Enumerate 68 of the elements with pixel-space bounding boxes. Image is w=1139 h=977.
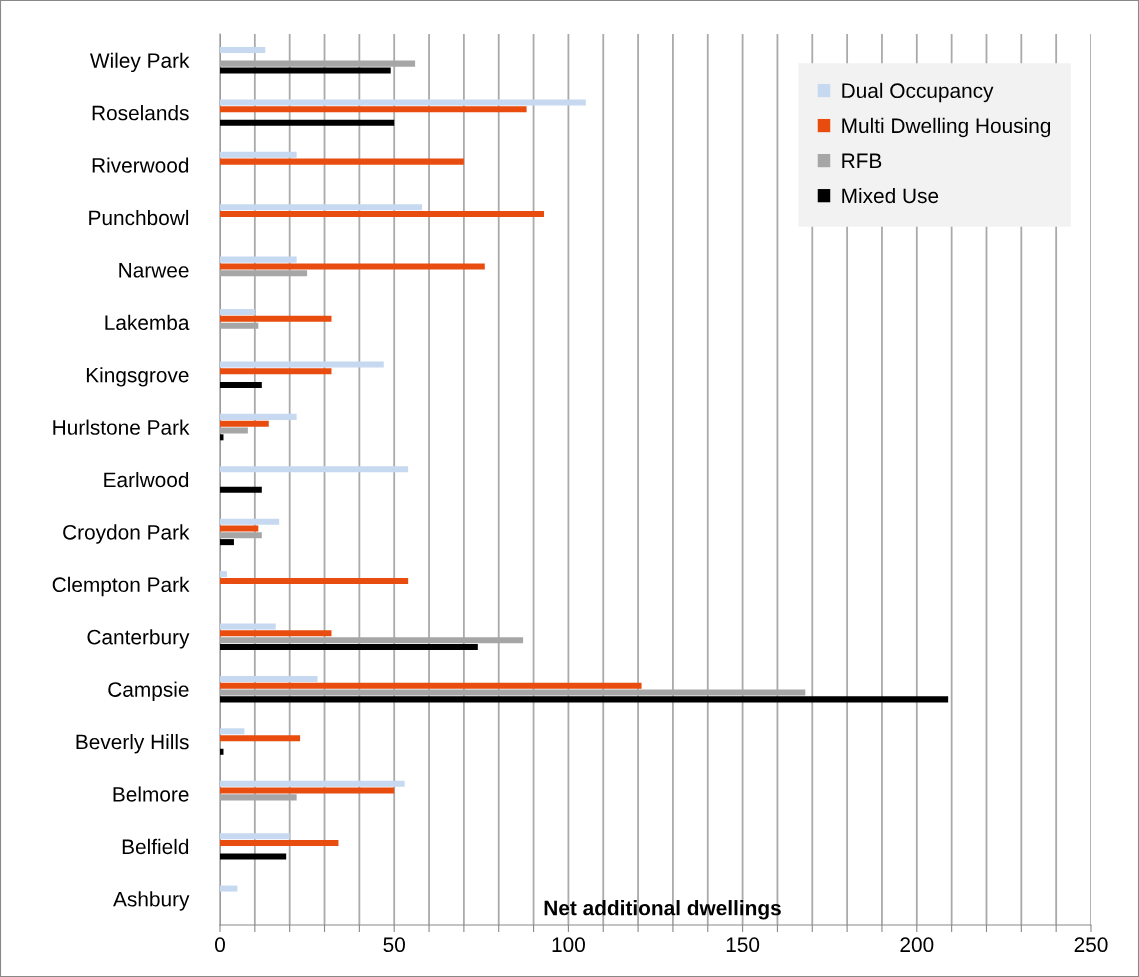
bar: [220, 420, 269, 427]
legend-label: Dual Occupancy: [842, 82, 994, 103]
x-tick-label: 200: [900, 937, 934, 953]
y-tick-label: Clempton Park: [52, 576, 190, 597]
y-tick-label: Beverly Hills: [76, 734, 189, 754]
bar: [220, 466, 409, 473]
bar: [220, 67, 391, 74]
legend-label: Multi Dwelling Housing: [842, 117, 1051, 138]
bar: [220, 368, 332, 375]
bar: [220, 839, 339, 846]
y-tick-label: Punchbowl: [89, 209, 189, 226]
bar: [220, 381, 262, 388]
bar: [220, 571, 227, 578]
bar: [220, 119, 395, 126]
bar: [220, 151, 297, 158]
y-tick-label: Hurlstone Park: [53, 419, 190, 435]
bar: [220, 256, 297, 263]
x-tick-label: 100: [552, 937, 585, 953]
bar: [220, 539, 234, 546]
y-tick-label: Campsie: [108, 681, 189, 702]
x-axis-title: Net additional dwellings: [544, 900, 781, 920]
y-tick-label: Canterbury: [87, 629, 190, 649]
legend-label: Mixed Use: [842, 187, 939, 204]
x-tick-label: 150: [726, 937, 760, 953]
bar: [220, 885, 238, 892]
bar: [220, 643, 478, 650]
bar: [220, 735, 301, 742]
bar: [220, 486, 262, 493]
bar: [220, 728, 245, 735]
bar: [220, 780, 405, 787]
bar: [220, 853, 287, 860]
y-tick-label: Belfield: [122, 838, 189, 855]
bar: [220, 106, 527, 113]
bar: [220, 204, 423, 211]
bar: [220, 263, 485, 270]
y-tick-label: Ashbury: [113, 891, 190, 911]
bar: [220, 427, 248, 434]
y-tick-label: Lakemba: [105, 314, 190, 331]
bar: [220, 158, 464, 165]
bar: [220, 413, 297, 420]
y-tick-label: Wiley Park: [89, 52, 190, 73]
x-tick-label: 250: [1074, 937, 1108, 953]
bar: [220, 46, 266, 53]
bar: [220, 361, 384, 368]
bar: [220, 309, 255, 316]
x-tick-label: 0: [215, 937, 225, 953]
y-tick-label: Riverwood: [92, 157, 189, 173]
legend-label: RFB: [842, 153, 882, 168]
y-tick-label: Kingsgrove: [86, 367, 189, 387]
y-tick-label: Earlwood: [104, 471, 189, 488]
bar: [220, 99, 586, 106]
bar: [220, 577, 409, 584]
bar: [220, 525, 259, 532]
bar: [220, 696, 949, 703]
bar: [220, 211, 545, 218]
bar: [220, 315, 332, 322]
y-tick-label: Croydon Park: [63, 524, 190, 544]
y-tick-label: Roselands: [92, 105, 189, 121]
x-tick-label: 50: [383, 937, 405, 953]
y-tick-label: Belmore: [113, 786, 189, 802]
bar: [220, 623, 276, 630]
bar: [220, 630, 332, 637]
bar: [220, 518, 280, 525]
bar: [220, 787, 395, 794]
bar: [220, 675, 318, 682]
bar: [220, 833, 290, 840]
bar: [220, 682, 642, 689]
y-tick-label: Narwee: [119, 263, 189, 278]
